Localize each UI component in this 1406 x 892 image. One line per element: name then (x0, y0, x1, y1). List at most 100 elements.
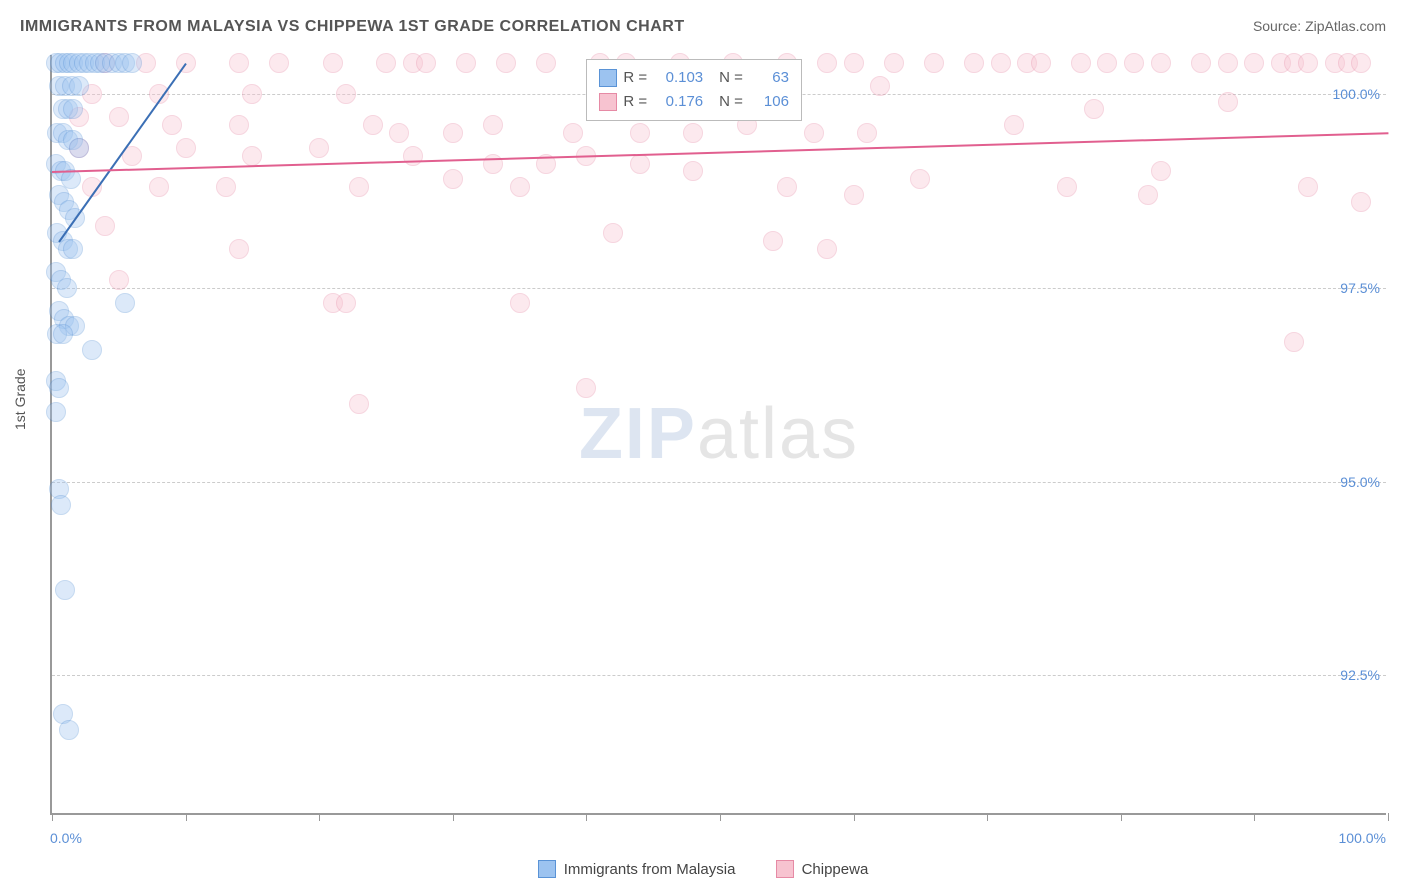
data-point (603, 223, 623, 243)
x-tick (1121, 813, 1122, 821)
data-point (817, 239, 837, 259)
data-point (1351, 53, 1371, 73)
legend-swatch-chippewa (776, 860, 794, 878)
data-point (349, 394, 369, 414)
data-point (536, 53, 556, 73)
data-point (510, 293, 530, 313)
watermark-part2: atlas (697, 394, 859, 474)
data-point (1084, 99, 1104, 119)
legend-row: R =0.176 N =106 (599, 90, 789, 114)
data-point (229, 53, 249, 73)
legend-row: R =0.103N =63 (599, 66, 789, 90)
data-point (443, 123, 463, 143)
data-point (483, 154, 503, 174)
data-point (162, 115, 182, 135)
r-label: R = (623, 66, 647, 90)
watermark-text: ZIPatlas (579, 393, 859, 475)
source-label: Source: (1253, 18, 1305, 34)
legend-label-chippewa: Chippewa (802, 861, 869, 878)
data-point (683, 161, 703, 181)
data-point (1138, 185, 1158, 205)
data-point (69, 138, 89, 158)
data-point (1124, 53, 1144, 73)
x-tick (319, 813, 320, 821)
x-axis-min-label: 0.0% (50, 830, 82, 846)
data-point (630, 154, 650, 174)
data-point (1191, 53, 1211, 73)
data-point (1151, 161, 1171, 181)
data-point (443, 169, 463, 189)
data-point (1004, 115, 1024, 135)
correlation-legend: R =0.103N =63R =0.176 N =106 (586, 59, 802, 121)
data-point (149, 177, 169, 197)
data-point (363, 115, 383, 135)
data-point (1057, 177, 1077, 197)
data-point (115, 293, 135, 313)
x-tick (52, 813, 53, 821)
data-point (69, 76, 89, 96)
x-axis-max-label: 100.0% (1339, 830, 1386, 846)
data-point (844, 53, 864, 73)
legend-swatch (599, 69, 617, 87)
data-point (95, 216, 115, 236)
data-point (1298, 53, 1318, 73)
data-point (844, 185, 864, 205)
n-label: N = (719, 90, 743, 114)
x-tick (1388, 813, 1389, 821)
data-point (122, 53, 142, 73)
data-point (53, 324, 73, 344)
data-point (269, 53, 289, 73)
r-value: 0.176 (653, 90, 703, 114)
data-point (991, 53, 1011, 73)
data-point (884, 53, 904, 73)
source-name: ZipAtlas.com (1305, 18, 1386, 34)
data-point (242, 146, 262, 166)
data-point (1097, 53, 1117, 73)
y-tick-label: 97.5% (1340, 280, 1380, 296)
data-point (216, 177, 236, 197)
data-point (817, 53, 837, 73)
data-point (323, 53, 343, 73)
data-point (229, 115, 249, 135)
data-point (496, 53, 516, 73)
data-point (1284, 332, 1304, 352)
data-point (176, 138, 196, 158)
data-point (630, 123, 650, 143)
data-point (910, 169, 930, 189)
data-point (57, 278, 77, 298)
r-label: R = (623, 90, 647, 114)
chart-title: IMMIGRANTS FROM MALAYSIA VS CHIPPEWA 1ST… (20, 18, 685, 36)
data-point (964, 53, 984, 73)
n-value: 63 (749, 66, 789, 90)
legend-item-chippewa: Chippewa (776, 860, 869, 878)
legend-label-malaysia: Immigrants from Malaysia (564, 861, 736, 878)
data-point (376, 53, 396, 73)
data-point (510, 177, 530, 197)
n-label: N = (719, 66, 743, 90)
data-point (46, 402, 66, 422)
x-tick (186, 813, 187, 821)
data-point (1244, 53, 1264, 73)
data-point (109, 270, 129, 290)
data-point (563, 123, 583, 143)
gridline (52, 288, 1386, 289)
data-point (242, 84, 262, 104)
data-point (51, 495, 71, 515)
y-tick-label: 100.0% (1333, 86, 1380, 102)
data-point (63, 99, 83, 119)
legend-swatch-malaysia (538, 860, 556, 878)
data-point (49, 378, 69, 398)
data-point (1151, 53, 1171, 73)
data-point (416, 53, 436, 73)
data-point (1031, 53, 1051, 73)
n-value: 106 (749, 90, 789, 114)
data-point (576, 378, 596, 398)
data-point (1218, 53, 1238, 73)
data-point (857, 123, 877, 143)
data-point (763, 231, 783, 251)
data-point (82, 340, 102, 360)
data-point (403, 146, 423, 166)
data-point (924, 53, 944, 73)
x-tick (720, 813, 721, 821)
data-point (1351, 192, 1371, 212)
